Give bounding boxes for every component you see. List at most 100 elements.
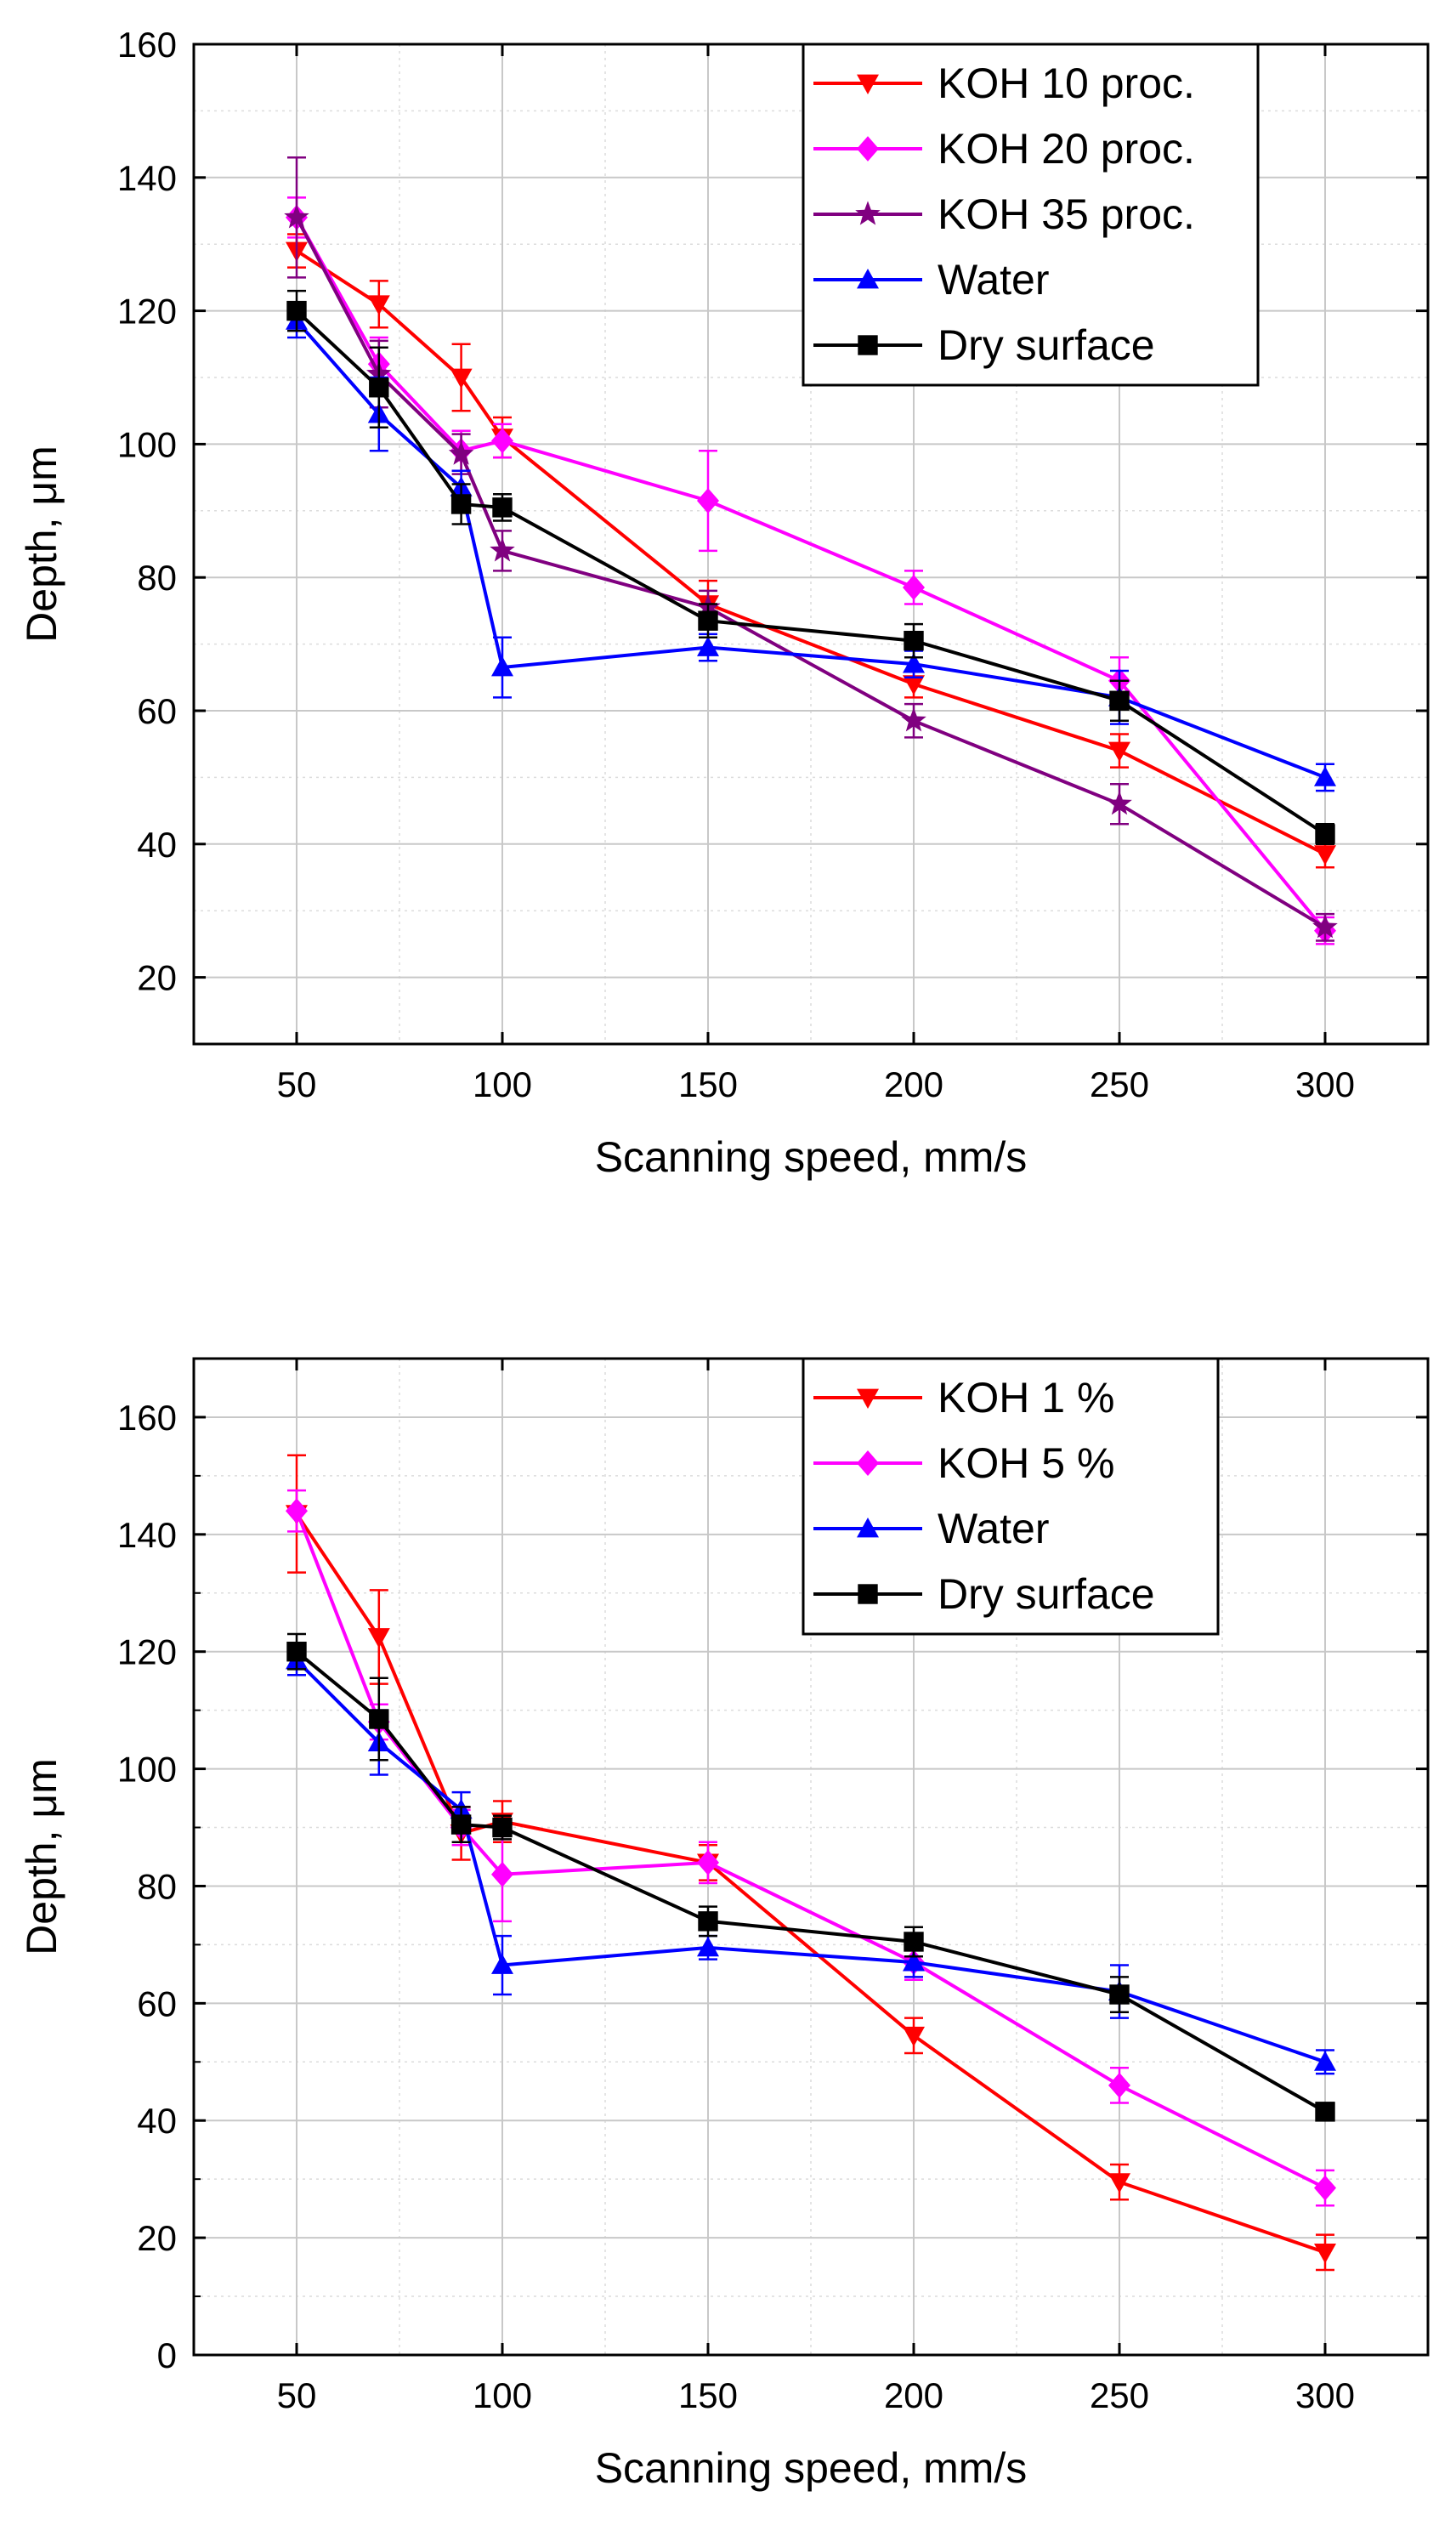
data-point [903, 575, 925, 600]
y-tick-label: 140 [117, 1515, 177, 1555]
data-point [450, 1814, 472, 1835]
x-tick-label: 100 [473, 1064, 532, 1104]
data-point [903, 1951, 925, 1972]
series-2 [286, 1644, 1336, 2075]
x-axis-label: Scanning speed, mm/s [595, 1133, 1028, 1181]
y-tick-label: 60 [137, 1983, 177, 2023]
chart-top: 20 40 60 80 100 120 140 160 50 100 150 200 250 300 Sca… [18, 25, 1430, 1181]
x-tick-label: 300 [1295, 1064, 1355, 1104]
x-axis-label: Scanning speed, mm/s [595, 2444, 1028, 2492]
y-tick-label: 80 [137, 558, 177, 598]
data-point [697, 636, 719, 656]
x-tick-label: 150 [678, 1064, 738, 1104]
data-point [491, 1861, 513, 1887]
data-point [1315, 2102, 1335, 2122]
data-point [448, 440, 474, 465]
data-point [369, 1709, 389, 1729]
legend: KOH 10 proc. KOH 20 proc. KOH 35 proc. Wate… [802, 43, 1260, 387]
data-point [286, 300, 307, 321]
data-point [697, 488, 719, 514]
y-tick-label: 140 [117, 158, 177, 198]
legend-marker [858, 335, 878, 355]
data-point [286, 1498, 308, 1524]
data-point [1314, 845, 1336, 865]
ticks: 0 20 40 60 80 100 120 140 160 50 100 150 200 250 300 [117, 1359, 1428, 2415]
ticks: 20 40 60 80 100 120 140 160 50 100 150 200 250 300 [117, 25, 1428, 1104]
data-point [369, 377, 389, 398]
legend-label: KOH 20 proc. [938, 125, 1195, 173]
data-point [698, 610, 718, 631]
y-tick-label: 100 [117, 424, 177, 464]
data-point [1314, 2244, 1336, 2264]
data-point [491, 428, 513, 454]
legend-label: Water [938, 256, 1050, 304]
data-point [1108, 741, 1130, 762]
series-0 [286, 233, 1336, 869]
y-tick-label: 100 [117, 1750, 177, 1790]
data-point [1108, 2072, 1130, 2098]
data-point [904, 630, 924, 651]
y-tick-label: 120 [117, 292, 177, 332]
legend-label: KOH 35 proc. [938, 190, 1195, 238]
series-line [295, 249, 1326, 856]
series-3 [286, 1632, 1335, 2122]
legend-box [802, 1357, 1220, 1636]
legend-marker [857, 1450, 879, 1476]
data-point [1107, 791, 1132, 815]
data-point [491, 1954, 513, 1974]
y-tick-label: 80 [137, 1866, 177, 1906]
data-point [903, 675, 925, 695]
data-point [1314, 2175, 1336, 2201]
chart-bottom: 0 20 40 60 80 100 120 140 160 50 100 150 200 250 300 Sc… [18, 1357, 1430, 2492]
data-point [901, 707, 926, 732]
data-point [492, 1817, 513, 1838]
legend-label: Dry surface [938, 1570, 1155, 1618]
y-tick-label: 160 [117, 1398, 177, 1438]
data-point [491, 656, 513, 677]
series-line [295, 216, 1327, 932]
data-point [492, 497, 513, 518]
data-point [903, 2026, 925, 2047]
data-point [1314, 2051, 1336, 2071]
data-point [904, 1932, 924, 1952]
data-point [284, 204, 309, 229]
data-point [1312, 914, 1338, 939]
y-axis-label: Depth, μm [18, 1758, 65, 1955]
data-point [1109, 1984, 1130, 2005]
legend-marker [857, 1388, 879, 1409]
x-tick-label: 200 [884, 2375, 943, 2415]
legend-marker [858, 1584, 878, 1604]
legend-label: Dry surface [938, 321, 1155, 369]
data-point [697, 1936, 719, 1957]
legend-label: KOH 10 proc. [938, 60, 1195, 107]
data-point [367, 295, 390, 315]
data-point [1314, 766, 1336, 786]
series-line [295, 1510, 1326, 2190]
legend-marker [857, 1518, 879, 1538]
legend-label: KOH 1 % [938, 1374, 1114, 1421]
data-point [697, 1849, 719, 1875]
series-line [295, 1512, 1326, 2255]
x-tick-label: 50 [277, 2375, 317, 2415]
y-tick-label: 60 [137, 691, 177, 731]
y-tick-label: 40 [137, 825, 177, 865]
data-point [698, 1911, 718, 1932]
x-tick-label: 150 [678, 2375, 738, 2415]
series-line [295, 309, 1327, 836]
y-tick-label: 0 [157, 2335, 177, 2375]
data-point [1108, 2173, 1130, 2193]
series-line [295, 1650, 1326, 2114]
y-axis-label: Depth, μm [18, 445, 65, 643]
data-point [367, 1628, 390, 1648]
legend-marker [857, 136, 879, 162]
x-tick-label: 200 [884, 1064, 943, 1104]
legend-label: Water [938, 1505, 1050, 1552]
data-point [1315, 824, 1335, 844]
legend-marker [855, 201, 881, 225]
legend-marker [857, 74, 879, 94]
legend-label: KOH 5 % [938, 1439, 1114, 1487]
y-tick-label: 160 [117, 25, 177, 65]
data-point [490, 537, 515, 562]
